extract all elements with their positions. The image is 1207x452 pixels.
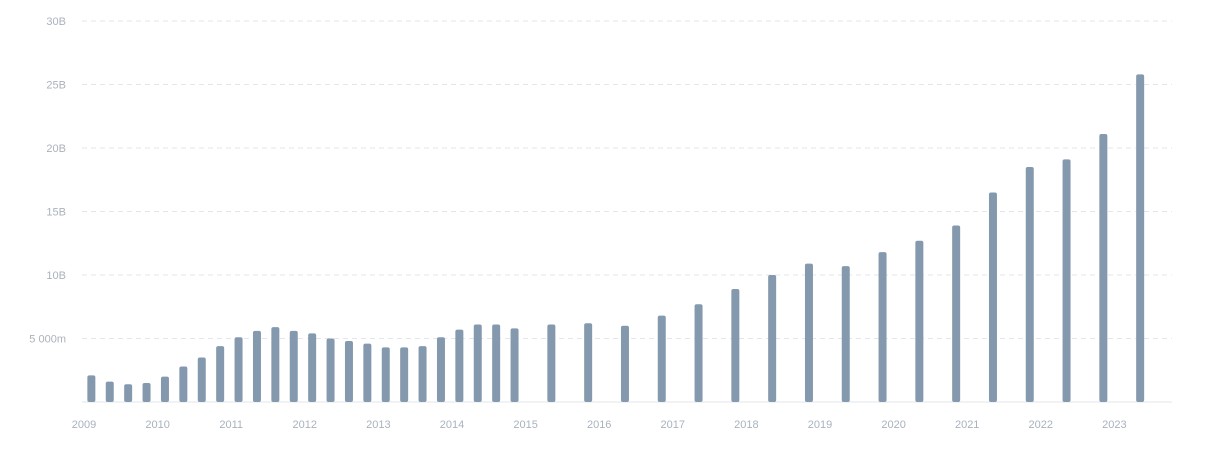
bar[interactable] bbox=[768, 275, 777, 402]
bar[interactable] bbox=[657, 315, 666, 402]
bar[interactable] bbox=[381, 347, 390, 402]
x-tick-label: 2023 bbox=[1102, 419, 1126, 431]
bar[interactable] bbox=[473, 324, 482, 402]
bar[interactable] bbox=[1062, 159, 1071, 402]
bar[interactable] bbox=[252, 330, 261, 402]
bar[interactable] bbox=[271, 327, 280, 402]
x-tick-label: 2019 bbox=[808, 419, 832, 431]
bar[interactable] bbox=[620, 325, 629, 402]
bar-series bbox=[87, 74, 1145, 403]
y-tick-label: 30B bbox=[46, 16, 66, 28]
y-tick-label: 25B bbox=[46, 80, 66, 92]
x-tick-label: 2018 bbox=[734, 419, 758, 431]
x-tick-label: 2015 bbox=[513, 419, 537, 431]
bar[interactable] bbox=[841, 266, 850, 402]
y-tick-label: 15B bbox=[46, 207, 66, 219]
bar[interactable] bbox=[326, 338, 335, 403]
bar[interactable] bbox=[400, 347, 409, 402]
y-axis-ticks: 5 000m 10B 15B 20B 25B 30B bbox=[29, 16, 66, 346]
y-tick-label: 10B bbox=[46, 270, 66, 282]
bar[interactable] bbox=[179, 366, 188, 402]
x-tick-label: 2011 bbox=[219, 419, 243, 431]
bar[interactable] bbox=[344, 341, 353, 402]
bar[interactable] bbox=[694, 304, 703, 402]
x-axis-ticks: 2009 2010 2011 2012 2013 2014 2015 2016 2017 2018… bbox=[72, 419, 1127, 431]
x-tick-label: 2009 bbox=[72, 419, 96, 431]
bar[interactable] bbox=[878, 252, 887, 402]
bar[interactable] bbox=[418, 346, 427, 402]
x-tick-label: 2010 bbox=[145, 419, 169, 431]
bar[interactable] bbox=[363, 343, 372, 402]
bar[interactable] bbox=[87, 375, 96, 402]
gridlines bbox=[82, 20, 1172, 403]
bar[interactable] bbox=[547, 324, 556, 402]
bar[interactable] bbox=[142, 382, 151, 402]
bar[interactable] bbox=[1025, 167, 1034, 402]
bar[interactable] bbox=[510, 328, 519, 402]
bar[interactable] bbox=[584, 323, 593, 402]
bar[interactable] bbox=[105, 381, 114, 402]
y-tick-label: 20B bbox=[46, 143, 66, 155]
bar[interactable] bbox=[289, 330, 298, 402]
x-tick-label: 2013 bbox=[366, 419, 390, 431]
bar[interactable] bbox=[1136, 74, 1145, 402]
x-tick-label: 2020 bbox=[881, 419, 905, 431]
bar[interactable] bbox=[1099, 134, 1108, 402]
x-tick-label: 2022 bbox=[1029, 419, 1053, 431]
bar[interactable] bbox=[455, 329, 464, 402]
bar[interactable] bbox=[308, 333, 317, 402]
bar[interactable] bbox=[731, 288, 740, 402]
x-tick-label: 2017 bbox=[661, 419, 685, 431]
bar[interactable] bbox=[492, 324, 501, 402]
bar[interactable] bbox=[160, 376, 169, 402]
x-tick-label: 2014 bbox=[440, 419, 464, 431]
y-tick-label: 5 000m bbox=[29, 334, 66, 346]
bar[interactable] bbox=[124, 384, 133, 402]
bar[interactable] bbox=[804, 263, 813, 402]
x-tick-label: 2021 bbox=[955, 419, 979, 431]
x-tick-label: 2012 bbox=[293, 419, 317, 431]
bar[interactable] bbox=[988, 192, 997, 402]
x-tick-label: 2016 bbox=[587, 419, 611, 431]
bar[interactable] bbox=[234, 337, 243, 402]
bar[interactable] bbox=[952, 225, 961, 402]
bar[interactable] bbox=[915, 240, 924, 402]
bar[interactable] bbox=[216, 346, 225, 402]
bar[interactable] bbox=[436, 337, 445, 402]
bar[interactable] bbox=[197, 357, 206, 402]
